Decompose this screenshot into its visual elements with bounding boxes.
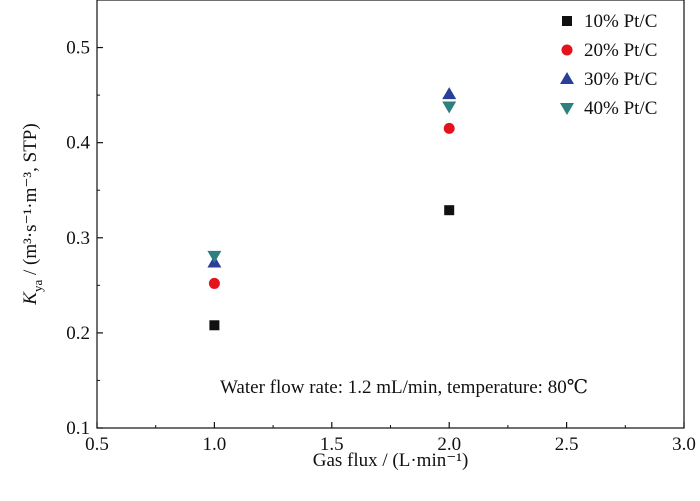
y-tick-label: 0.3 <box>66 228 90 249</box>
y-axis-label-sub: ya <box>30 280 45 293</box>
x-axis-label: Gas flux / (L·min⁻¹) <box>313 450 469 471</box>
data-point <box>442 101 457 114</box>
data-markers <box>207 87 457 331</box>
data-point <box>207 250 222 263</box>
y-axis-label: Kya / (m³·s⁻¹·m⁻³, STP) <box>20 123 45 305</box>
plot-frame <box>96 0 685 429</box>
legend-marker <box>561 44 573 56</box>
data-point <box>442 87 457 100</box>
legend-marker <box>560 72 574 84</box>
legend-marker <box>560 103 574 115</box>
x-tick-label: 2.5 <box>555 434 579 455</box>
x-tick-label: 1.0 <box>203 434 227 455</box>
legend-label: 40% Pt/C <box>584 98 657 119</box>
y-tick-label: 0.1 <box>66 418 90 439</box>
y-axis-label-rest: / (m³·s⁻¹·m⁻³, STP) <box>20 123 41 279</box>
legend-label: 10% Pt/C <box>584 11 657 32</box>
axis-ticks: 0.5 1.0 1.5 2.0 2.5 3.0 0.1 0.2 0.3 0.4 0.5 <box>66 0 696 455</box>
y-axis-label-main: K <box>20 291 41 306</box>
legend: 10% Pt/C 20% Pt/C 30% Pt/C 40% Pt/C <box>560 11 657 119</box>
data-point <box>443 122 455 134</box>
data-point <box>209 320 220 331</box>
x-tick-label: 3.0 <box>672 434 696 455</box>
legend-marker <box>562 16 572 26</box>
data-point <box>208 277 220 289</box>
y-tick-label: 0.5 <box>66 38 90 59</box>
x-tick-label: 2.0 <box>437 434 461 455</box>
x-tick-label: 1.5 <box>320 434 344 455</box>
y-tick-label: 0.2 <box>66 323 90 344</box>
data-point <box>444 205 455 216</box>
legend-label: 20% Pt/C <box>584 40 657 61</box>
legend-label: 30% Pt/C <box>584 69 657 90</box>
chart-annotation: Water flow rate: 1.2 mL/min, temperature… <box>220 377 588 398</box>
y-tick-label: 0.4 <box>66 133 90 154</box>
x-tick-label: 0.5 <box>85 434 109 455</box>
